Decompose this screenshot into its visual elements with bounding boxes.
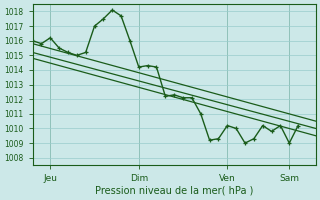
X-axis label: Pression niveau de la mer( hPa ): Pression niveau de la mer( hPa ) <box>95 186 253 196</box>
